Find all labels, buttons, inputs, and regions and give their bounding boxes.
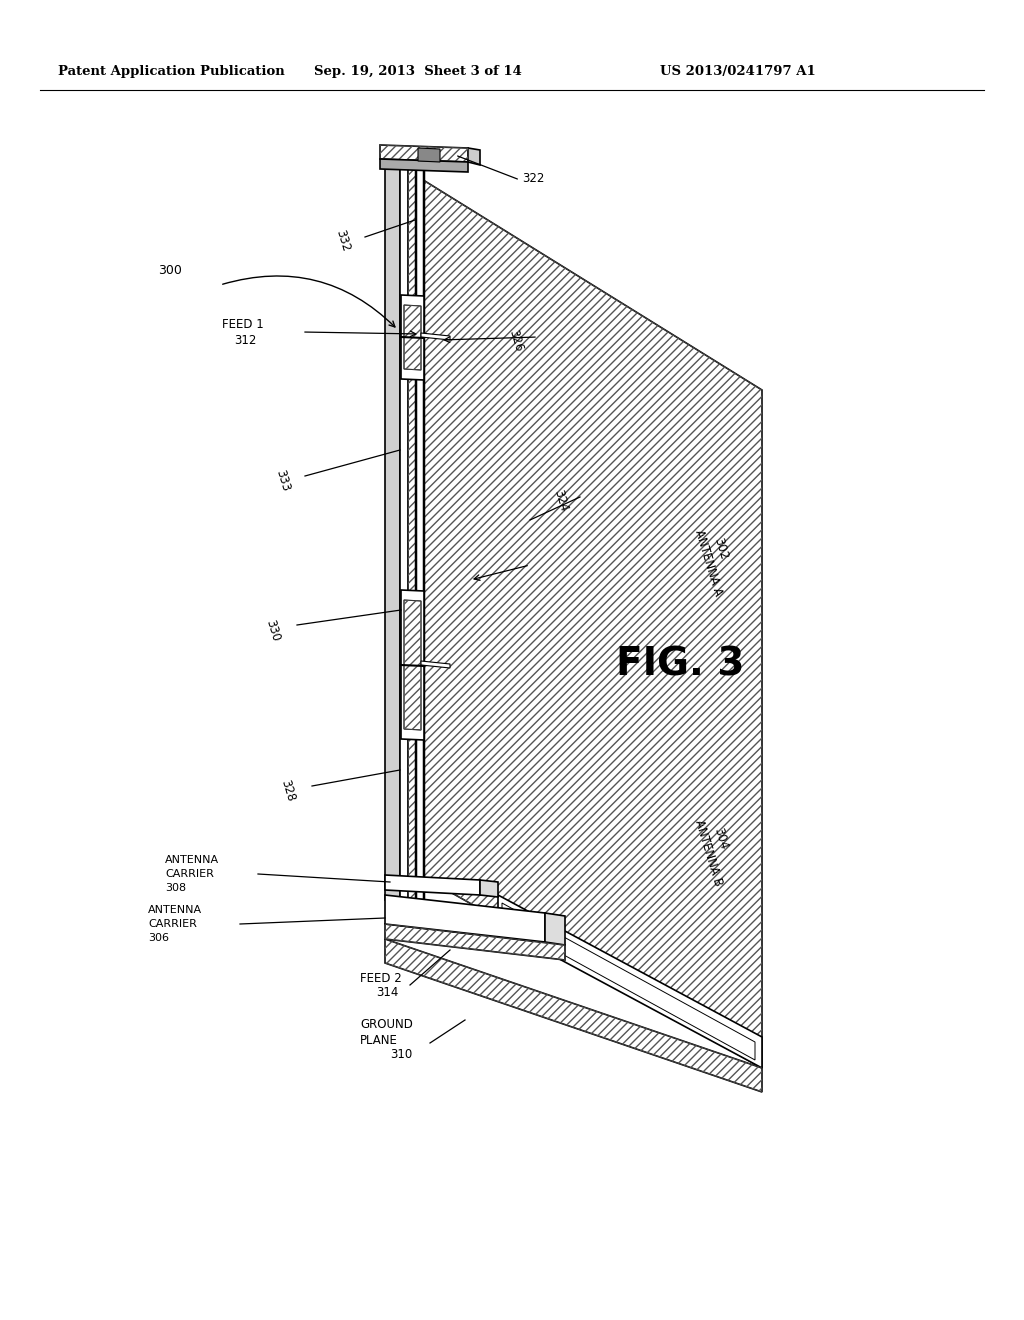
Polygon shape [380,145,468,162]
Text: 312: 312 [234,334,256,346]
Text: CARRIER: CARRIER [148,919,197,929]
Text: PLANE: PLANE [360,1034,398,1047]
Polygon shape [380,158,468,172]
Polygon shape [421,333,450,341]
Polygon shape [421,661,450,668]
Text: ANTENNA: ANTENNA [148,906,202,915]
Text: 328: 328 [279,777,298,803]
Text: 302: 302 [712,536,731,561]
Text: 304: 304 [712,826,731,851]
Polygon shape [545,913,565,945]
Text: 330: 330 [264,618,283,643]
Polygon shape [468,148,480,165]
Text: CARRIER: CARRIER [165,869,214,879]
Polygon shape [401,590,424,741]
Text: FEED 2: FEED 2 [360,972,401,985]
Polygon shape [385,924,565,960]
Text: 326: 326 [507,329,525,354]
Text: ANTENNA: ANTENNA [165,855,219,865]
Text: 324: 324 [552,488,570,513]
Polygon shape [416,160,424,900]
Text: ANTENNA B: ANTENNA B [692,818,724,887]
Text: GROUND: GROUND [360,1019,413,1031]
Text: 300: 300 [158,264,182,276]
Polygon shape [420,178,762,1068]
Polygon shape [502,903,755,1060]
Polygon shape [480,880,498,898]
Polygon shape [404,601,421,730]
Text: 314: 314 [376,986,398,999]
Polygon shape [400,158,408,900]
Text: 306: 306 [148,933,169,942]
Text: Sep. 19, 2013  Sheet 3 of 14: Sep. 19, 2013 Sheet 3 of 14 [314,66,522,78]
Polygon shape [498,895,762,1068]
Polygon shape [404,305,421,370]
Text: FEED 1: FEED 1 [222,318,264,331]
Polygon shape [401,294,424,380]
Polygon shape [385,158,400,900]
Polygon shape [418,148,440,162]
Polygon shape [385,939,762,1092]
Text: 333: 333 [273,469,293,494]
Polygon shape [385,875,480,895]
Text: FIG. 3: FIG. 3 [615,645,744,684]
Text: 308: 308 [165,883,186,894]
Text: 310: 310 [390,1048,413,1061]
Text: Patent Application Publication: Patent Application Publication [58,66,285,78]
Polygon shape [385,895,545,942]
Polygon shape [408,158,416,900]
Text: US 2013/0241797 A1: US 2013/0241797 A1 [660,66,816,78]
Text: 322: 322 [522,172,545,185]
Text: ANTENNA A: ANTENNA A [692,528,724,598]
Text: 332: 332 [334,228,352,253]
